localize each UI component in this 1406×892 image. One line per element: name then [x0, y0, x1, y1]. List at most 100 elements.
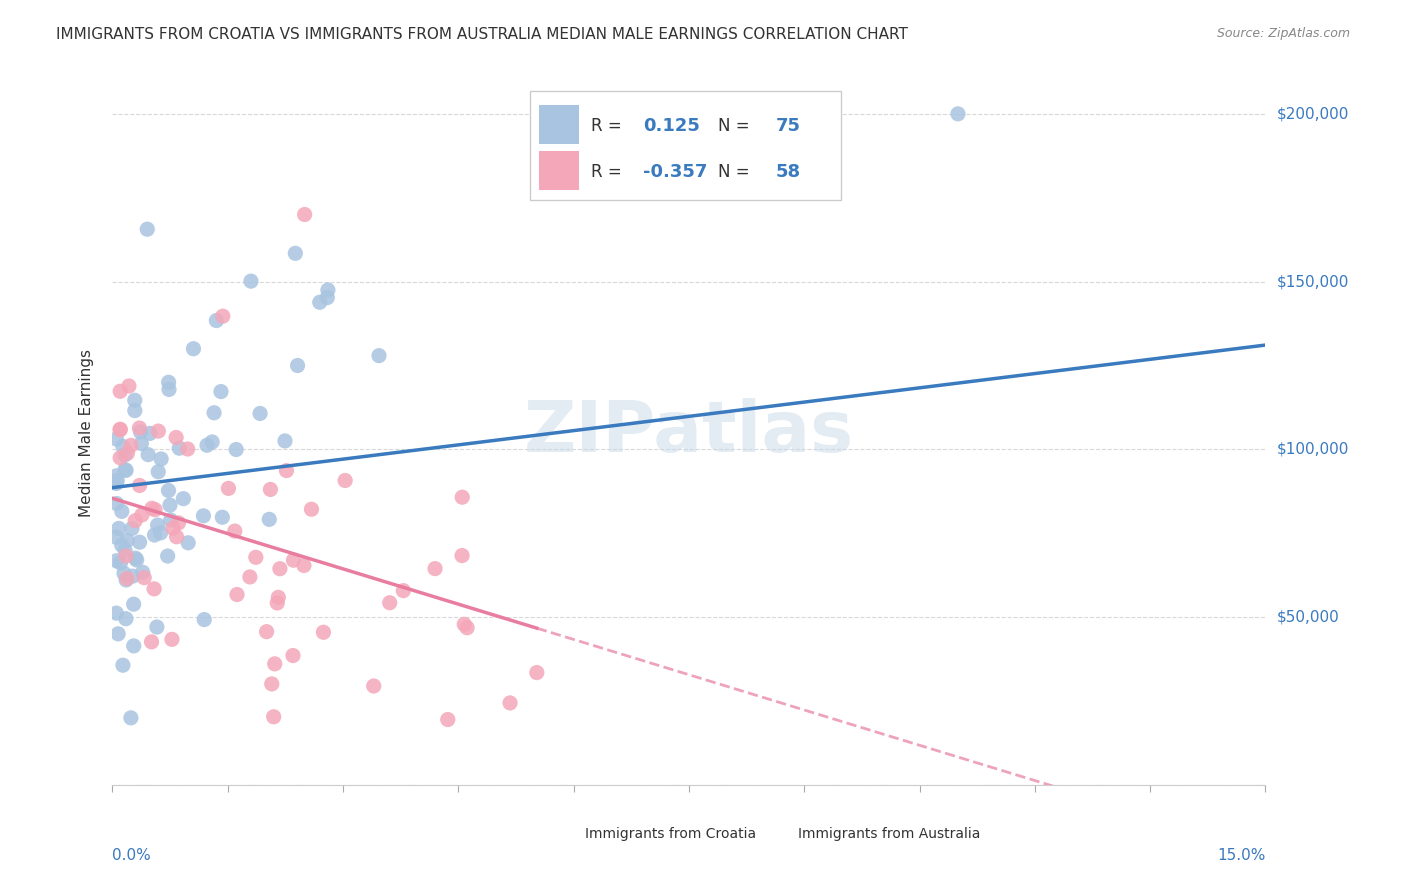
- Point: [193, 613, 215, 627]
- Point: [436, 713, 458, 727]
- Point: [134, 571, 156, 585]
- Y-axis label: Median Male Earnings: Median Male Earnings: [79, 349, 94, 516]
- Point: [256, 624, 278, 639]
- Point: [316, 283, 339, 297]
- Point: [114, 543, 136, 558]
- Point: [156, 549, 179, 563]
- Text: $100,000: $100,000: [1277, 442, 1350, 457]
- Point: [124, 514, 146, 528]
- FancyBboxPatch shape: [758, 821, 790, 848]
- Point: [139, 426, 162, 441]
- Point: [274, 434, 297, 448]
- Point: [217, 481, 239, 495]
- Point: [120, 438, 142, 452]
- FancyBboxPatch shape: [546, 821, 576, 848]
- Point: [121, 569, 143, 583]
- Text: $150,000: $150,000: [1277, 274, 1350, 289]
- Point: [121, 521, 143, 535]
- Text: IMMIGRANTS FROM CROATIA VS IMMIGRANTS FROM AUSTRALIA MEDIAN MALE EARNINGS CORREL: IMMIGRANTS FROM CROATIA VS IMMIGRANTS FR…: [56, 27, 908, 42]
- Point: [202, 406, 225, 420]
- Point: [141, 635, 163, 649]
- Text: R =: R =: [591, 163, 627, 181]
- Point: [392, 583, 415, 598]
- Point: [281, 648, 304, 663]
- Point: [260, 677, 283, 691]
- Point: [120, 711, 142, 725]
- Point: [122, 639, 145, 653]
- Point: [165, 430, 187, 444]
- Point: [146, 518, 169, 533]
- Text: R =: R =: [591, 117, 627, 135]
- Point: [226, 588, 249, 602]
- Point: [249, 407, 271, 421]
- Point: [105, 606, 128, 620]
- Point: [114, 463, 136, 477]
- Point: [451, 490, 474, 504]
- Point: [157, 483, 180, 498]
- Point: [105, 554, 128, 568]
- Point: [316, 291, 339, 305]
- Text: $50,000: $50,000: [1277, 609, 1340, 624]
- Point: [167, 516, 190, 530]
- Point: [263, 710, 285, 724]
- Point: [166, 530, 188, 544]
- Point: [333, 474, 356, 488]
- Point: [283, 553, 305, 567]
- Point: [172, 491, 194, 506]
- Point: [294, 207, 316, 221]
- Point: [225, 442, 247, 457]
- Point: [211, 510, 233, 524]
- Point: [143, 528, 166, 542]
- Point: [105, 432, 128, 446]
- Point: [110, 556, 132, 570]
- Point: [115, 572, 138, 586]
- Point: [263, 657, 285, 671]
- Point: [201, 434, 224, 449]
- FancyBboxPatch shape: [538, 151, 579, 189]
- Text: N =: N =: [718, 163, 755, 181]
- Point: [308, 295, 330, 310]
- Point: [211, 309, 233, 323]
- Text: -0.357: -0.357: [643, 163, 707, 181]
- Text: $200,000: $200,000: [1277, 106, 1350, 121]
- Point: [183, 342, 205, 356]
- Point: [363, 679, 385, 693]
- Text: 58: 58: [776, 163, 800, 181]
- Point: [205, 313, 228, 327]
- Point: [148, 465, 170, 479]
- Point: [105, 530, 128, 544]
- Text: ZIPatlas: ZIPatlas: [524, 398, 853, 467]
- Point: [108, 450, 131, 465]
- Point: [112, 566, 135, 581]
- Point: [368, 349, 391, 363]
- Point: [159, 513, 181, 527]
- Point: [128, 478, 150, 492]
- Point: [169, 441, 191, 455]
- Point: [115, 549, 138, 563]
- Point: [526, 665, 548, 680]
- Point: [122, 597, 145, 611]
- Point: [267, 591, 290, 605]
- Point: [312, 625, 335, 640]
- FancyBboxPatch shape: [538, 105, 579, 144]
- Point: [114, 448, 136, 462]
- Text: 75: 75: [776, 117, 800, 135]
- Point: [131, 508, 153, 522]
- Point: [115, 463, 138, 477]
- Point: [276, 464, 298, 478]
- Point: [131, 436, 153, 450]
- Point: [269, 562, 291, 576]
- Point: [193, 508, 215, 523]
- Point: [128, 535, 150, 549]
- Point: [125, 553, 148, 567]
- Point: [108, 423, 131, 437]
- Text: N =: N =: [718, 117, 755, 135]
- Point: [287, 359, 309, 373]
- Point: [239, 570, 262, 584]
- Point: [257, 512, 280, 526]
- Point: [456, 621, 478, 635]
- Point: [224, 524, 246, 538]
- Point: [105, 496, 128, 510]
- Point: [143, 582, 166, 596]
- Point: [160, 632, 183, 647]
